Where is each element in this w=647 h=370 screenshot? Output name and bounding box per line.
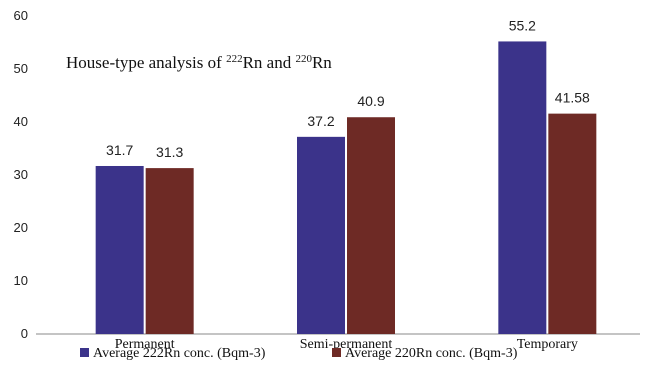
title-segment: House-type analysis of: [66, 53, 226, 72]
category-label: Temporary: [517, 337, 578, 352]
data-label: 40.9: [357, 93, 384, 109]
y-tick-label: 40: [14, 114, 28, 129]
data-label: 31.3: [156, 144, 183, 160]
legend-label: Average 222Rn conc. (Bqm-3): [93, 346, 266, 361]
legend-label: Average 220Rn conc. (Bqm-3): [345, 346, 518, 361]
legend: Average 222Rn conc. (Bqm-3) Average 220Rn…: [80, 346, 518, 361]
y-tick-label: 30: [14, 167, 28, 182]
title-segment: Rn: [312, 53, 332, 72]
y-tick-label: 20: [14, 220, 28, 235]
bar-rn220-temporary: [548, 113, 597, 334]
chart-title: House-type analysis of 222Rn and 220Rn: [66, 53, 332, 72]
y-tick-label: 50: [14, 61, 28, 76]
category-label: Permanent: [115, 337, 175, 352]
bar-rn222-permanent: [95, 165, 144, 334]
y-tick-label: 0: [21, 326, 28, 341]
y-tick-label: 60: [14, 8, 28, 23]
data-label: 31.7: [106, 142, 133, 158]
data-label: 41.58: [555, 90, 590, 106]
y-tick-label: 10: [14, 273, 28, 288]
bars: [95, 41, 597, 334]
title-superscript: 220: [295, 53, 312, 65]
data-label: 55.2: [509, 17, 536, 33]
bar-rn222-semi-permanent: [297, 136, 345, 334]
bar-rn220-permanent: [145, 168, 194, 334]
legend-swatch: [332, 348, 341, 357]
x-axis-categories: Permanent Semi-permanent Temporary: [115, 337, 578, 352]
title-superscript: 222: [226, 53, 243, 65]
category-label: Semi-permanent: [300, 337, 393, 352]
title-segment: Rn and: [243, 53, 296, 72]
data-labels: 31.7 31.3 37.2 40.9 55.2 41.58: [106, 17, 590, 160]
bar-rn222-temporary: [498, 41, 547, 334]
legend-swatch: [80, 348, 89, 357]
bar-rn220-semi-permanent: [347, 117, 395, 334]
data-label: 37.2: [307, 113, 334, 129]
chart-title-text: House-type analysis of 222Rn and 220Rn: [66, 53, 332, 72]
